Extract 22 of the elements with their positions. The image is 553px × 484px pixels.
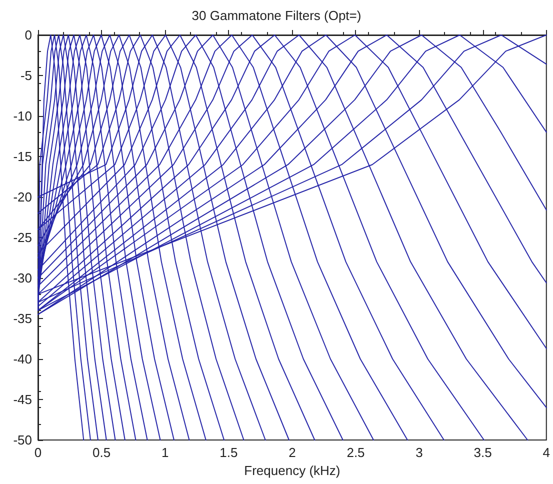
- x-tick-label: 0: [34, 445, 42, 460]
- y-tick-label: -45: [13, 392, 32, 407]
- x-tick-label: 3.5: [474, 445, 492, 460]
- x-axis-title: Frequency (kHz): [244, 463, 340, 478]
- x-tick-label: 1: [161, 445, 169, 460]
- y-tick-label: -5: [20, 68, 32, 83]
- x-tick-label: 0.5: [92, 445, 111, 460]
- y-tick-label: -20: [13, 190, 32, 204]
- y-tick-label: -30: [13, 270, 32, 286]
- y-tick-label: -35: [13, 311, 32, 326]
- y-tick-label: -50: [13, 432, 32, 448]
- y-tick-label: 0: [24, 28, 32, 42]
- y-tick-label: -40: [13, 352, 32, 366]
- y-tick-label: -15: [13, 149, 32, 164]
- x-tick-label: 2.5: [346, 445, 365, 460]
- x-tick-label: 4: [542, 445, 550, 460]
- chart-title: 30 Gammatone Filters (Opt=): [192, 8, 362, 23]
- x-tick-label: 1.5: [220, 445, 238, 460]
- y-tick-label: -10: [13, 108, 32, 124]
- x-tick-label: 2: [288, 445, 296, 460]
- x-tick-label: 3: [416, 445, 423, 460]
- y-tick-label: -25: [13, 230, 32, 245]
